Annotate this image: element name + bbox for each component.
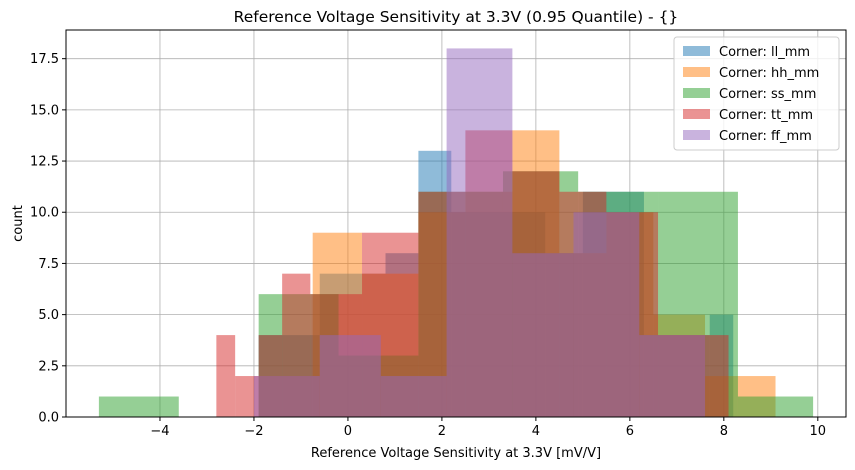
histogram-bar bbox=[512, 253, 574, 417]
histogram-bar bbox=[446, 48, 513, 418]
plot-frame bbox=[65, 29, 847, 418]
legend-swatch bbox=[683, 67, 710, 77]
x-tick-label: 10 bbox=[810, 424, 827, 439]
x-axis-ticks: −4 −2 0 2 4 6 8 10 bbox=[150, 417, 826, 439]
histogram-bar bbox=[98, 396, 179, 417]
histogram-bar bbox=[235, 376, 259, 417]
y-axis-label: count bbox=[11, 205, 26, 242]
histogram-bar bbox=[573, 212, 640, 417]
y-tick-label: 2.5 bbox=[38, 359, 59, 374]
y-tick-label: 5.0 bbox=[38, 308, 59, 323]
y-tick-label: 10.0 bbox=[30, 206, 59, 221]
histogram-bars bbox=[98, 48, 814, 418]
y-axis-ticks: 0.0 2.5 5.0 7.5 10.0 12.5 15.0 17.5 bbox=[30, 52, 66, 426]
x-tick-label: 4 bbox=[532, 424, 540, 439]
legend-swatch bbox=[683, 109, 710, 119]
legend-label: Corner: ff_mm bbox=[719, 129, 812, 144]
y-tick-label: 15.0 bbox=[30, 103, 59, 118]
legend-label: Corner: hh_mm bbox=[719, 66, 819, 81]
chart-legend: Corner: ll_mm Corner: hh_mm Corner: ss_mm C… bbox=[673, 36, 840, 151]
histogram-bar bbox=[737, 396, 814, 417]
legend-label: Corner: ll_mm bbox=[719, 45, 810, 60]
histogram-bar bbox=[639, 335, 706, 417]
legend-label: Corner: ss_mm bbox=[719, 87, 816, 102]
x-tick-label: 8 bbox=[720, 424, 728, 439]
legend-swatch bbox=[683, 130, 710, 140]
legend-box bbox=[673, 36, 840, 151]
histogram-bar bbox=[216, 335, 236, 417]
histogram-bar bbox=[319, 335, 381, 417]
y-tick-label: 0.0 bbox=[38, 411, 59, 426]
legend-swatch bbox=[683, 88, 710, 98]
series-corner-ff-mm bbox=[253, 48, 706, 418]
histogram-bar bbox=[253, 376, 320, 417]
x-tick-label: −2 bbox=[244, 424, 263, 439]
x-tick-label: −4 bbox=[150, 424, 169, 439]
legend-swatch bbox=[683, 46, 710, 56]
x-axis-label: Reference Voltage Sensitivity at 3.3V [m… bbox=[311, 446, 601, 461]
chart-title: Reference Voltage Sensitivity at 3.3V (0… bbox=[234, 8, 679, 26]
x-tick-label: 2 bbox=[438, 424, 446, 439]
y-tick-label: 17.5 bbox=[30, 52, 59, 67]
x-tick-label: 6 bbox=[626, 424, 634, 439]
y-tick-label: 7.5 bbox=[38, 257, 59, 272]
x-tick-label: 0 bbox=[344, 424, 352, 439]
axes-frame bbox=[65, 29, 847, 418]
histogram-bar bbox=[380, 376, 447, 417]
legend-label: Corner: tt_mm bbox=[719, 108, 813, 123]
y-tick-label: 12.5 bbox=[30, 155, 59, 170]
